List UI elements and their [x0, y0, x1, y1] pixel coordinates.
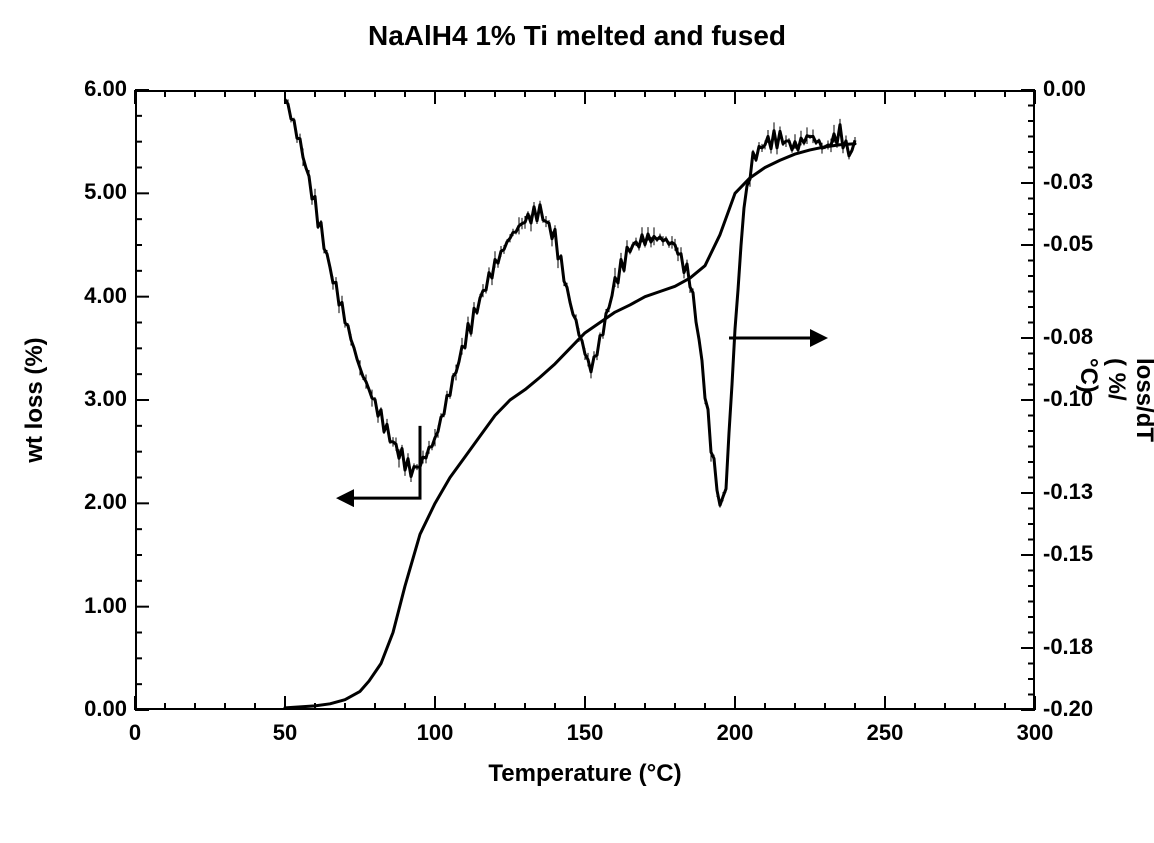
y-left-axis-label: wt loss (%)	[21, 337, 49, 462]
x-axis-label: Temperature (°C)	[465, 760, 705, 788]
chart-container: NaAlH4 1% Ti melted and fused Temperatur…	[0, 0, 1154, 843]
chart-svg	[0, 0, 1154, 843]
